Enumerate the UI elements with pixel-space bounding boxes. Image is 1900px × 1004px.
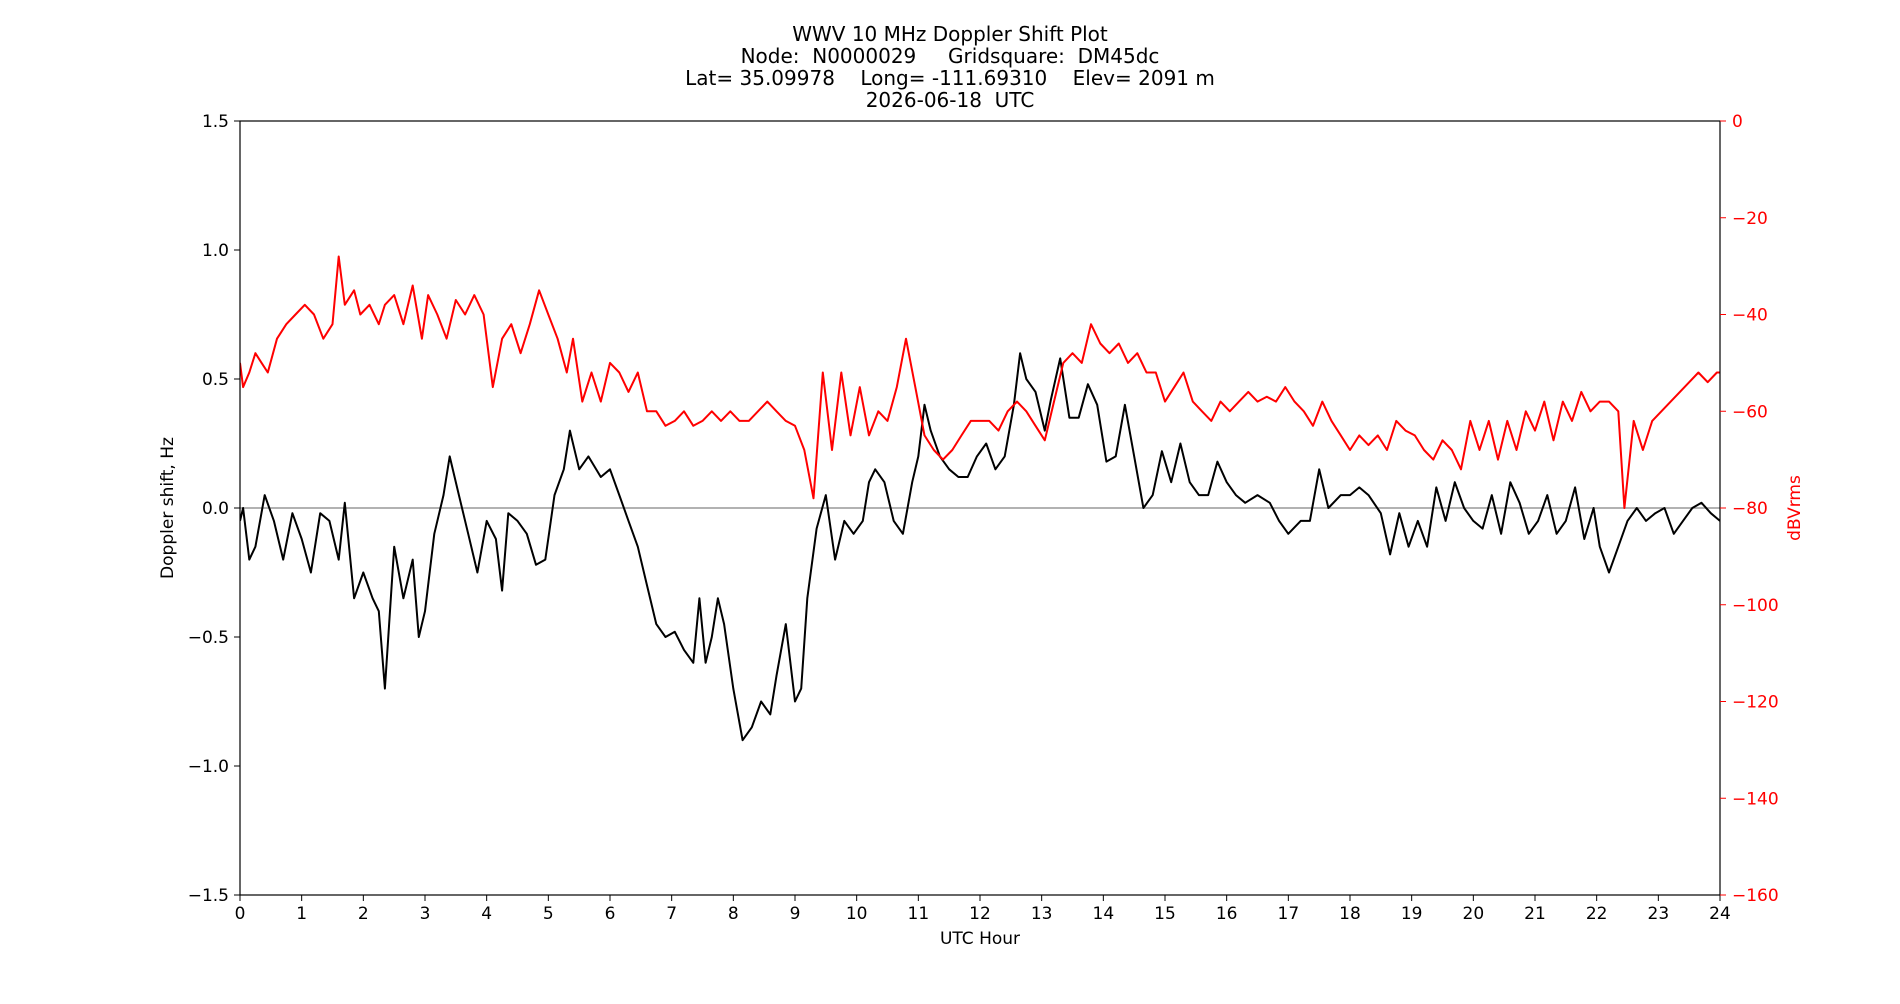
x-tick-label: 9 [790, 904, 801, 924]
x-tick-label: 10 [846, 904, 868, 924]
x-tick-label: 11 [908, 904, 930, 924]
plot-layer [240, 255, 1720, 742]
x-tick-label: 15 [1154, 904, 1176, 924]
doppler-shift-series-line [240, 352, 1720, 742]
x-tick-label: 5 [543, 904, 554, 924]
y-right-axis-label: dBVrms [1785, 475, 1805, 541]
x-tick-label: 18 [1339, 904, 1361, 924]
y-left-tick-label: −1.5 [188, 886, 229, 906]
signal-power-series-line [240, 255, 1720, 509]
y-left-tick-label: −0.5 [188, 628, 229, 648]
chart-title: WWV 10 MHz Doppler Shift Plot [792, 22, 1108, 46]
y-left-tick-label: 0.5 [202, 370, 229, 390]
y-left-tick-label: 1.0 [202, 241, 229, 261]
x-tick-label: 13 [1031, 904, 1053, 924]
y-left-tick-label: 1.5 [202, 112, 229, 132]
chart-title-block: WWV 10 MHz Doppler Shift Plot Node: N000… [0, 23, 1900, 111]
x-tick-label: 4 [481, 904, 492, 924]
y-left-tick-label: −1.0 [188, 757, 229, 777]
y-right-tick-label: −160 [1732, 886, 1779, 906]
x-tick-label: 20 [1463, 904, 1485, 924]
y-right-tick-label: −80 [1732, 499, 1768, 519]
x-tick-label: 24 [1709, 904, 1731, 924]
y-left-axis-label: Doppler shift, Hz [158, 437, 178, 579]
x-tick-label: 23 [1648, 904, 1670, 924]
y-right-tick-label: −20 [1732, 209, 1768, 229]
x-tick-label: 16 [1216, 904, 1238, 924]
x-tick-label: 17 [1278, 904, 1300, 924]
y-left-tick-label: 0.0 [202, 499, 229, 519]
x-tick-label: 21 [1524, 904, 1546, 924]
x-tick-label: 6 [605, 904, 616, 924]
x-tick-label: 14 [1093, 904, 1115, 924]
y-right-tick-label: −120 [1732, 693, 1779, 713]
y-right-tick-label: −40 [1732, 306, 1768, 326]
y-right-tick-label: −140 [1732, 789, 1779, 809]
x-tick-label: 8 [728, 904, 739, 924]
x-tick-label: 2 [358, 904, 369, 924]
axes-layer: 0 1 2 3 4 5 6 7 8 9 10 11 12 13 14 15 16 17 18 19 20 21 22 23 24… [158, 112, 1805, 949]
y-right-tick-label: −100 [1732, 596, 1779, 616]
x-tick-label: 3 [420, 904, 431, 924]
x-tick-label: 22 [1586, 904, 1608, 924]
x-tick-label: 12 [969, 904, 991, 924]
x-tick-label: 19 [1401, 904, 1423, 924]
x-axis-label: UTC Hour [940, 929, 1020, 949]
chart-subtitle-date: 2026-06-18 UTC [865, 88, 1035, 112]
x-tick-label: 7 [666, 904, 677, 924]
chart-subtitle-node: Node: N0000029 Gridsquare: DM45dc [740, 44, 1160, 68]
x-tick-label: 1 [296, 904, 307, 924]
y-right-tick-label: −60 [1732, 402, 1768, 422]
y-right-tick-label: 0 [1732, 112, 1743, 132]
x-tick-label: 0 [235, 904, 246, 924]
chart-subtitle-location: Lat= 35.09978 Long= -111.69310 Elev= 209… [685, 66, 1215, 90]
